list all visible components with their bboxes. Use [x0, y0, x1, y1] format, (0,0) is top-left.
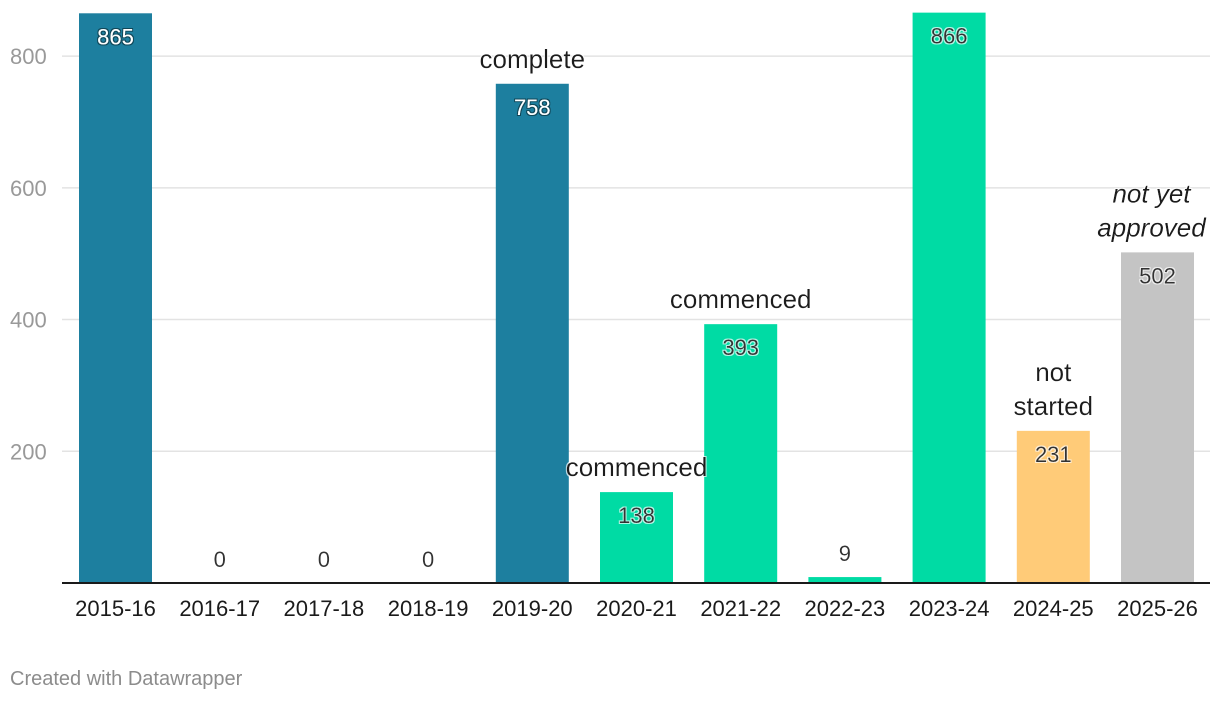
annotation-2019-20-line-0: complete	[480, 44, 586, 74]
value-label-2021-22: 393	[722, 335, 759, 360]
annotation-2024-25-line-1: started	[1014, 391, 1094, 421]
annotation-2025-26-line-1: approved	[1097, 212, 1207, 242]
x-tick-label-2016-17: 2016-17	[179, 596, 260, 621]
annotation-2021-22-line-0: commenced	[670, 284, 812, 314]
x-tick-label-2019-20: 2019-20	[492, 596, 573, 621]
y-tick-label-200: 200	[10, 439, 47, 464]
value-label-2016-17: 0	[214, 547, 226, 572]
bar-2020-21	[600, 492, 673, 583]
bar-2019-20	[495, 83, 569, 584]
value-label-2017-18: 0	[318, 547, 330, 572]
x-tick-label-2018-19: 2018-19	[388, 596, 469, 621]
annotation-2020-21-line-0: commenced	[566, 452, 708, 482]
bar-2021-22	[704, 324, 778, 583]
y-tick-label-600: 600	[10, 176, 47, 201]
x-tick-label-2020-21: 2020-21	[596, 596, 677, 621]
y-tick-label-800: 800	[10, 44, 47, 69]
x-tick-label-2015-16: 2015-16	[75, 596, 156, 621]
value-label-2018-19: 0	[422, 547, 434, 572]
value-label-2023-24: 866	[931, 24, 968, 49]
bar-2023-24	[912, 12, 986, 584]
value-label-2020-21: 138	[618, 503, 655, 528]
x-tick-label-2021-22: 2021-22	[700, 596, 781, 621]
bar-2022-23	[808, 577, 882, 583]
x-tick-label-2022-23: 2022-23	[805, 596, 886, 621]
x-tick-label-2023-24: 2023-24	[909, 596, 990, 621]
bar-2024-25	[1016, 430, 1090, 583]
value-label-2024-25: 231	[1035, 442, 1072, 467]
footer-credit: Created with Datawrapper	[10, 668, 243, 690]
bar-2015-16	[79, 13, 152, 584]
y-tick-label-400: 400	[10, 308, 47, 333]
x-tick-label-2024-25: 2024-25	[1013, 596, 1094, 621]
annotation-2025-26-line-0: not yet	[1112, 178, 1192, 208]
x-tick-label-2017-18: 2017-18	[284, 596, 365, 621]
x-tick-label-2025-26: 2025-26	[1117, 596, 1198, 621]
value-label-2019-20: 758	[514, 95, 551, 120]
value-label-2015-16: 865	[97, 24, 134, 49]
bar-2025-26	[1121, 252, 1194, 583]
value-label-2022-23: 9	[839, 541, 851, 566]
value-label-2025-26: 502	[1139, 263, 1176, 288]
annotation-2024-25-line-0: not	[1035, 357, 1072, 387]
